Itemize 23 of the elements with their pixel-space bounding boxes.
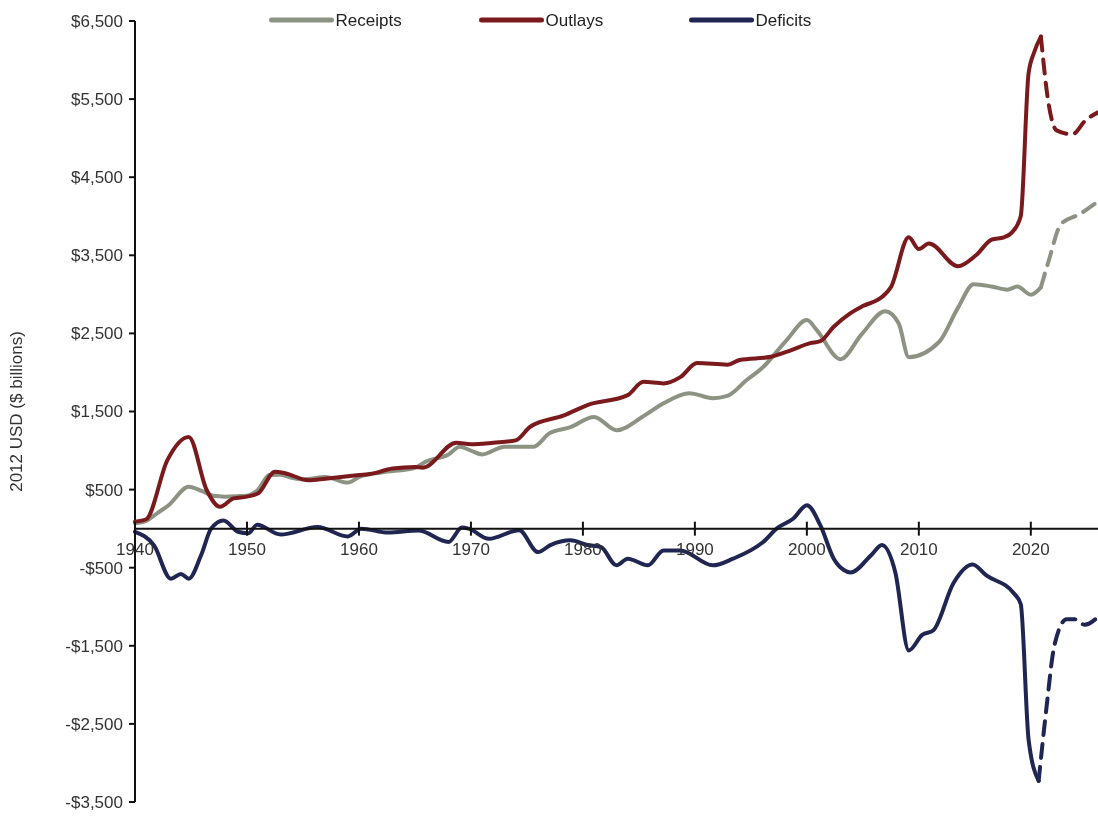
y-tick-label: $3,500: [71, 246, 123, 266]
x-tick-label: 1980: [563, 539, 602, 559]
y-tick-label: -$500: [79, 558, 123, 578]
x-tick-label: 2020: [1011, 539, 1050, 559]
x-tick-label: 1950: [228, 539, 266, 559]
y-tick-label: $2,500: [71, 324, 123, 344]
legend-label: Deficits: [755, 10, 812, 30]
x-tick-label: 2010: [899, 539, 938, 559]
y-tick-label: -$2,500: [65, 714, 123, 734]
x-tick-label: 1960: [340, 539, 378, 559]
y-tick-label: -$1,500: [65, 636, 123, 656]
y-tick-label: $1,500: [71, 402, 123, 422]
y-tick-label: $500: [85, 480, 123, 500]
y-tick-label: $5,500: [71, 90, 123, 110]
x-tick-label: 1990: [675, 539, 714, 559]
x-tick-label: 2000: [787, 539, 826, 559]
y-tick-label: -$3,500: [65, 792, 123, 812]
y-axis-title: 2012 USD ($ billions): [7, 331, 26, 492]
y-tick-label: $6,500: [71, 11, 123, 31]
y-tick-label: $4,500: [71, 168, 123, 188]
legend-label: Receipts: [335, 10, 402, 30]
x-tick-label: 1970: [452, 539, 490, 559]
legend-label: Outlays: [545, 10, 604, 30]
